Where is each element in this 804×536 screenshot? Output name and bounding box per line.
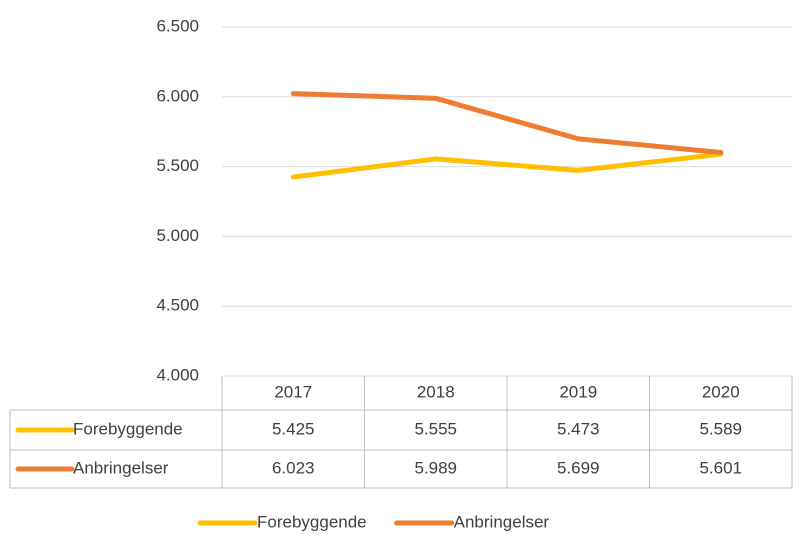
line-series (290, 151, 724, 180)
x-tick-label: 2018 (417, 382, 455, 401)
legend-label: Forebyggende (257, 512, 367, 531)
y-tick-label: 4.000 (156, 365, 199, 384)
y-tick-label: 6.500 (156, 16, 199, 35)
table-cell: 5.589 (699, 419, 742, 438)
table-cell: 6.023 (272, 458, 315, 477)
x-tick-label: 2017 (274, 382, 312, 401)
table-cell: 5.473 (557, 419, 600, 438)
y-tick-label: 5.000 (156, 226, 199, 245)
table-row-label: Forebyggende (73, 419, 183, 438)
table-cell: 5.425 (272, 419, 315, 438)
y-tick-label: 5.500 (156, 156, 199, 175)
table-cell: 5.699 (557, 458, 600, 477)
table-row-label: Anbringelser (73, 458, 169, 477)
x-tick-label: 2020 (702, 382, 740, 401)
table-cell: 5.555 (414, 419, 457, 438)
y-tick-label: 6.000 (156, 86, 199, 105)
legend-label: Anbringelser (454, 512, 550, 531)
x-tick-label: 2019 (559, 382, 597, 401)
line-series (290, 91, 724, 156)
table-cell: 5.989 (414, 458, 457, 477)
table-cell: 5.601 (699, 458, 742, 477)
y-tick-label: 4.500 (156, 296, 199, 315)
